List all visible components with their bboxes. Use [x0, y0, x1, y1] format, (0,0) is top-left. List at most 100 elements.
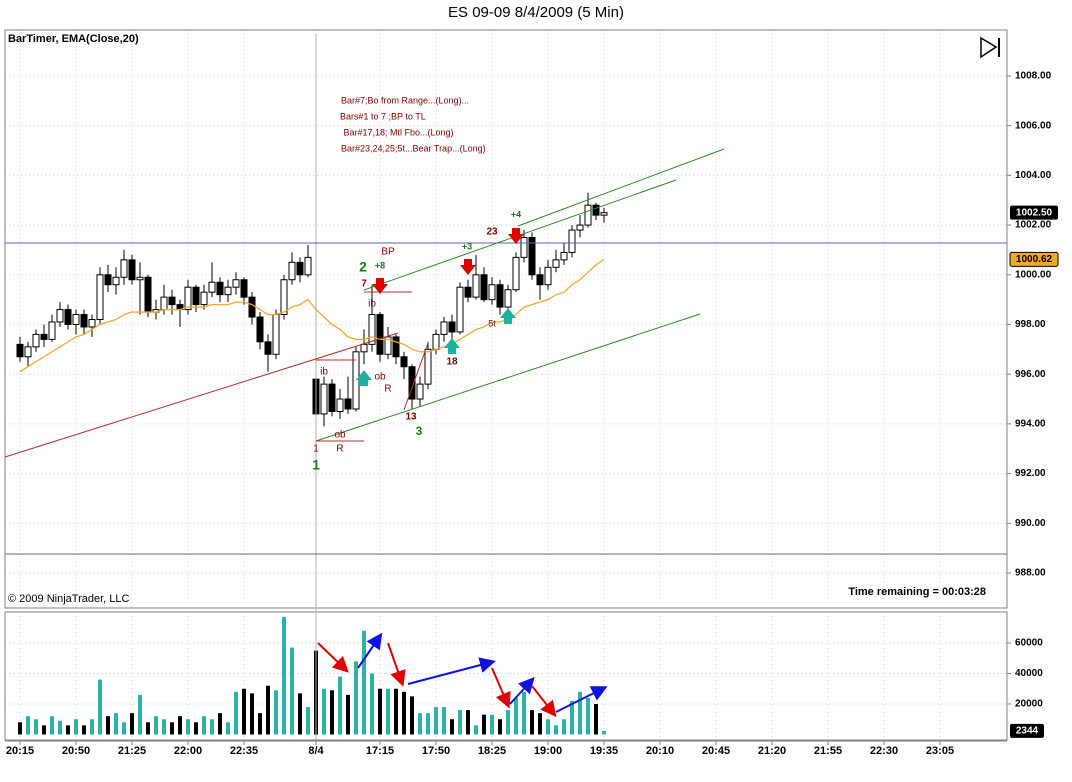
sell-arrow	[372, 278, 388, 294]
x-tick-label: 21:55	[814, 745, 842, 757]
volume-bar	[90, 719, 94, 735]
volume-bar	[34, 719, 38, 735]
annotations: Bar#7;Bo from Range...(Long)... Bars#1 t…	[312, 95, 521, 472]
volume-bar	[242, 688, 246, 735]
volume-bar	[354, 661, 358, 735]
price-marker-label: 1002.50	[1016, 207, 1053, 218]
volume-bar	[482, 714, 486, 735]
volume-bar	[538, 713, 542, 735]
candle-body	[544, 266, 552, 286]
wave-label: 3	[416, 424, 423, 438]
volume-bar	[466, 710, 470, 735]
volume-bar	[210, 719, 214, 735]
volume-bar	[394, 688, 398, 735]
candle-body	[88, 319, 96, 328]
bar-label: 1	[313, 444, 319, 455]
candle-body	[496, 284, 504, 308]
candle-body	[40, 333, 48, 340]
y-tick-label: 992.00	[1015, 468, 1046, 479]
channel-line	[315, 313, 701, 442]
volume-bar	[50, 716, 54, 735]
y-tick-label: 1000.00	[1015, 269, 1052, 280]
candle-body	[256, 316, 264, 343]
note: Bars#1 to 7 ;BP to TL	[340, 111, 426, 121]
plot-layer: 20:15 20:50 21:25 22:00 22:35 8/4 17:15 17:50 18…	[5, 30, 1059, 757]
volume-bar	[410, 696, 414, 735]
candle-body	[208, 281, 216, 293]
x-tick-label: 20:15	[6, 745, 34, 757]
candle-body	[432, 333, 440, 350]
volume-bar	[458, 710, 462, 735]
candle-body	[304, 256, 312, 276]
volume-bar	[418, 713, 422, 735]
bar-label: ob	[374, 372, 386, 383]
volume-bar	[578, 691, 582, 735]
x-tick-label: 22:30	[870, 745, 898, 757]
candle-body	[424, 348, 432, 385]
volume-bar	[370, 673, 374, 735]
timer: Time remaining = 00:03:28	[848, 586, 986, 598]
y-tick-label: 1006.00	[1015, 120, 1052, 131]
candle-body	[48, 321, 56, 340]
volume-bar	[338, 676, 342, 735]
x-tick-label: 20:10	[646, 745, 674, 757]
volume-bar	[290, 647, 294, 735]
candle-body	[512, 256, 520, 291]
volume-bar	[442, 707, 446, 735]
volume-bar	[514, 697, 518, 735]
candle-body	[416, 383, 424, 400]
y-tick-label: 998.00	[1015, 319, 1046, 330]
candle-body	[536, 274, 544, 286]
volume-bar	[490, 714, 494, 735]
candle-body	[64, 309, 72, 325]
volume-bar	[434, 707, 438, 735]
candle-body	[144, 276, 152, 313]
price-panel	[4, 29, 1008, 609]
candle-body	[168, 296, 176, 306]
volume-bar	[594, 704, 598, 735]
volume-bar	[506, 710, 510, 735]
candle-body	[344, 398, 352, 410]
x-tick-label: 18:25	[478, 745, 506, 757]
play-icon[interactable]	[980, 36, 1000, 59]
volume-bar	[138, 694, 142, 735]
note: Bar#7;Bo from Range...(Long)...	[341, 95, 469, 105]
volume-bar	[162, 719, 166, 735]
candle-body	[264, 341, 272, 355]
volume-bar	[170, 722, 174, 735]
candle-body	[280, 279, 288, 316]
x-tick-label: 21:20	[758, 745, 786, 757]
volume-bar	[226, 722, 230, 735]
x-tick-label: 19:35	[590, 745, 618, 757]
volume-bar	[146, 722, 150, 735]
x-tick-label: 19:00	[534, 745, 562, 757]
drawings	[4, 34, 1007, 740]
volume-bar	[202, 716, 206, 735]
chart-title: ES 09-09 8/4/2009 (5 Min)	[448, 4, 624, 21]
bar-label: 23	[486, 227, 498, 238]
volume-bar	[66, 725, 70, 735]
volume-marker	[1010, 723, 1044, 738]
candle-body	[472, 274, 480, 298]
volume-bar	[282, 617, 286, 735]
volume-bar	[474, 725, 478, 735]
x-tick-label: 23:05	[926, 745, 954, 757]
candle-body	[240, 279, 248, 298]
candle-body	[368, 314, 376, 345]
volume-bar	[58, 720, 62, 735]
candle-body	[296, 261, 304, 276]
volume-bar	[98, 679, 102, 735]
volume-bar	[82, 725, 86, 735]
bar-label: ib	[368, 299, 376, 310]
y-tick-label: 1008.00	[1015, 71, 1052, 82]
x-tick-label: 17:15	[366, 745, 394, 757]
x-tick-label: 20:45	[702, 745, 730, 757]
candle-body	[592, 204, 600, 216]
bar-label: +8	[375, 260, 385, 270]
candle-body	[320, 383, 328, 415]
candle-body	[160, 296, 168, 311]
volume-bar	[546, 719, 550, 735]
volume-bar	[218, 713, 222, 735]
volume-bar	[234, 691, 238, 735]
